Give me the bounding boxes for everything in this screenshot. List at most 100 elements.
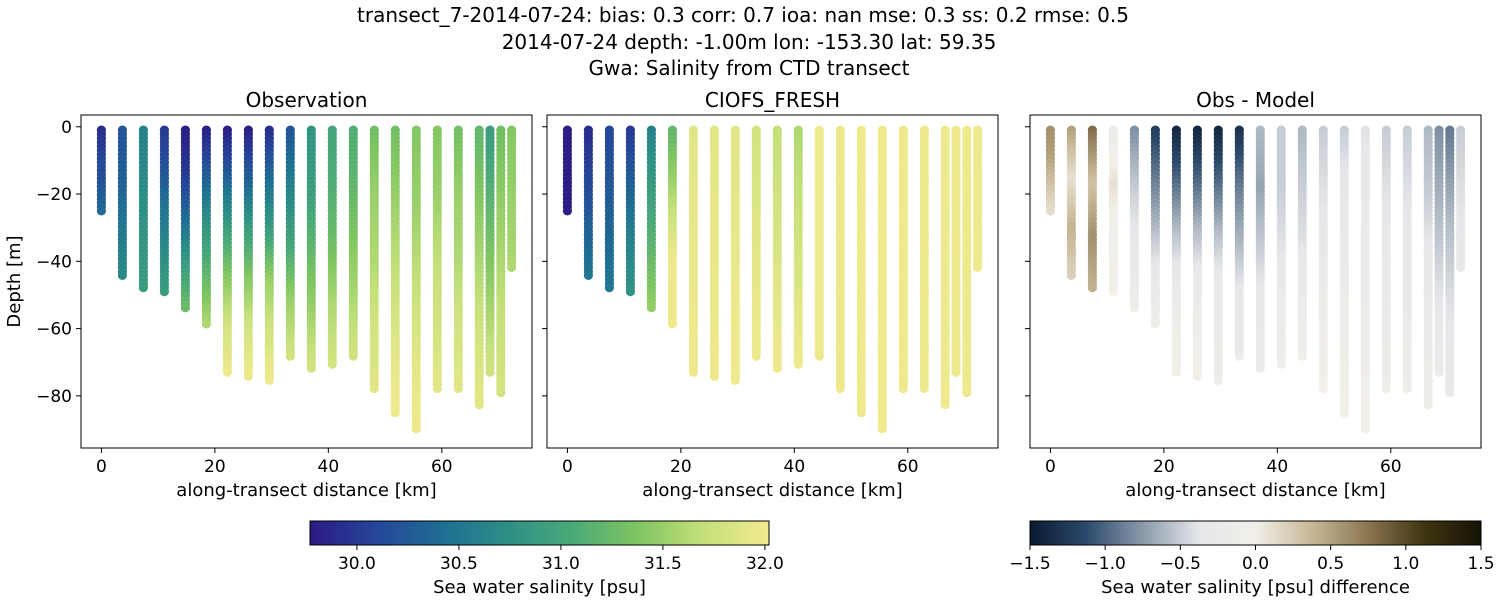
x-tick-label: 60	[431, 457, 453, 477]
data-point	[1066, 270, 1076, 280]
data-point	[453, 383, 463, 394]
data-point	[1456, 262, 1466, 272]
data-point	[877, 424, 887, 434]
data-point	[814, 351, 824, 361]
axes-frame	[1029, 114, 1482, 449]
data-point	[411, 424, 421, 434]
data-point	[793, 359, 803, 369]
data-point	[243, 371, 253, 381]
data-point	[496, 387, 506, 398]
data-point	[432, 383, 442, 394]
x-tick-label: 20	[1153, 457, 1175, 477]
data-point	[1087, 283, 1097, 293]
data-point	[138, 283, 148, 293]
data-point	[625, 287, 636, 297]
colorbar-tick-label: −0.5	[1160, 554, 1201, 574]
data-point	[583, 270, 594, 280]
data-point	[835, 383, 845, 394]
colorbar-tick-label: 30.0	[338, 554, 376, 574]
y-axis-label: Depth [m]	[4, 235, 25, 327]
x-tick-label: 20	[204, 457, 226, 477]
data-point	[951, 367, 961, 377]
data-point	[730, 375, 740, 385]
x-axis-label: along-transect distance [km]	[1125, 480, 1385, 501]
panel-title: Observation	[246, 88, 368, 112]
colorbar-tick-label: 31.5	[644, 554, 682, 574]
axes-frame	[80, 114, 533, 449]
data-point	[898, 383, 908, 394]
difference-panel: Obs - Model 0 20 40 60 along-transect distanc…	[1025, 88, 1482, 501]
y-tick-label: −20	[36, 185, 72, 205]
data-point	[159, 287, 169, 297]
data-point	[485, 367, 495, 377]
colorbar-tick-label: 32.0	[746, 554, 784, 574]
colorbar-tick-label: 1.5	[1467, 554, 1494, 574]
y-tick-label: −80	[36, 387, 72, 407]
data-point	[1255, 363, 1265, 373]
data-point	[1213, 375, 1223, 385]
data-point	[264, 375, 274, 385]
x-tick-label: 40	[784, 457, 806, 477]
data-point	[856, 408, 866, 418]
panel-title: Obs - Model	[1196, 88, 1315, 112]
x-tick-label: 40	[1267, 457, 1289, 477]
data-point	[1445, 387, 1455, 398]
data-point	[667, 319, 678, 329]
data-point	[1360, 424, 1370, 434]
panel-title: CIOFS_FRESH	[705, 88, 840, 112]
data-point	[1234, 351, 1244, 361]
data-point	[201, 319, 211, 329]
data-point	[1381, 383, 1391, 394]
x-tick-label: 40	[318, 457, 340, 477]
data-point	[306, 363, 316, 373]
data-point	[1276, 359, 1286, 369]
data-point	[604, 283, 615, 293]
colorbar-tick-label: −1.0	[1085, 554, 1126, 574]
data-point	[772, 363, 782, 373]
x-tick-label: 20	[670, 457, 692, 477]
data-point	[940, 400, 950, 410]
x-tick-label: 0	[96, 457, 107, 477]
data-point	[1318, 383, 1328, 394]
data-point	[1150, 319, 1160, 329]
data-point	[1045, 206, 1055, 216]
data-point	[1434, 367, 1444, 377]
y-tick-label: −60	[36, 320, 72, 340]
colorbar-label: Sea water salinity [psu] difference	[1101, 577, 1410, 598]
data-point	[474, 400, 484, 410]
x-axis-label: along-transect distance [km]	[176, 480, 436, 501]
colorbar-tick-label: 0.5	[1317, 554, 1344, 574]
salinity-colorbar: 30.0 30.5 31.0 31.5 32.0 Sea water salinity […	[309, 520, 784, 598]
x-tick-label: 60	[897, 457, 919, 477]
data-point	[1171, 367, 1181, 377]
data-point	[962, 387, 972, 398]
data-point	[180, 303, 190, 313]
colorbar-tick-label: −1.5	[1009, 554, 1050, 574]
data-point	[1108, 287, 1118, 297]
x-tick-label: 60	[1380, 457, 1402, 477]
data-point	[973, 262, 983, 272]
observation-panel: Observation 0 20 40 60 along-transect distanc…	[4, 88, 533, 501]
difference-colorbar: −1.5 −1.0 −0.5 0.0 0.5 1.0 1.5 Sea water salini…	[1009, 520, 1495, 598]
x-tick-label: 0	[1045, 457, 1056, 477]
data-point	[117, 270, 127, 280]
data-point	[751, 351, 761, 361]
data-point	[327, 359, 337, 369]
data-point	[919, 383, 929, 394]
data-point	[1297, 351, 1307, 361]
colorbar-gradient	[1029, 520, 1482, 546]
y-tick-label: −40	[36, 252, 72, 272]
x-tick-label: 0	[562, 457, 573, 477]
colorbar-tick-label: 0.0	[1242, 554, 1269, 574]
figure-title-line-1: transect_7-2014-07-24: bias: 0.3 corr: 0…	[357, 3, 1129, 27]
data-point	[285, 351, 295, 361]
colorbar-tick-label: 30.5	[440, 554, 478, 574]
y-tick-label: 0	[61, 118, 72, 138]
data-point	[1423, 400, 1433, 410]
data-point	[1402, 383, 1412, 394]
colorbar-label: Sea water salinity [psu]	[433, 577, 646, 598]
colorbar-tick-label: 1.0	[1392, 554, 1419, 574]
model-panel: CIOFS_FRESH 0 20 40 60 along-transect distanc…	[542, 88, 999, 501]
data-point	[646, 303, 657, 313]
